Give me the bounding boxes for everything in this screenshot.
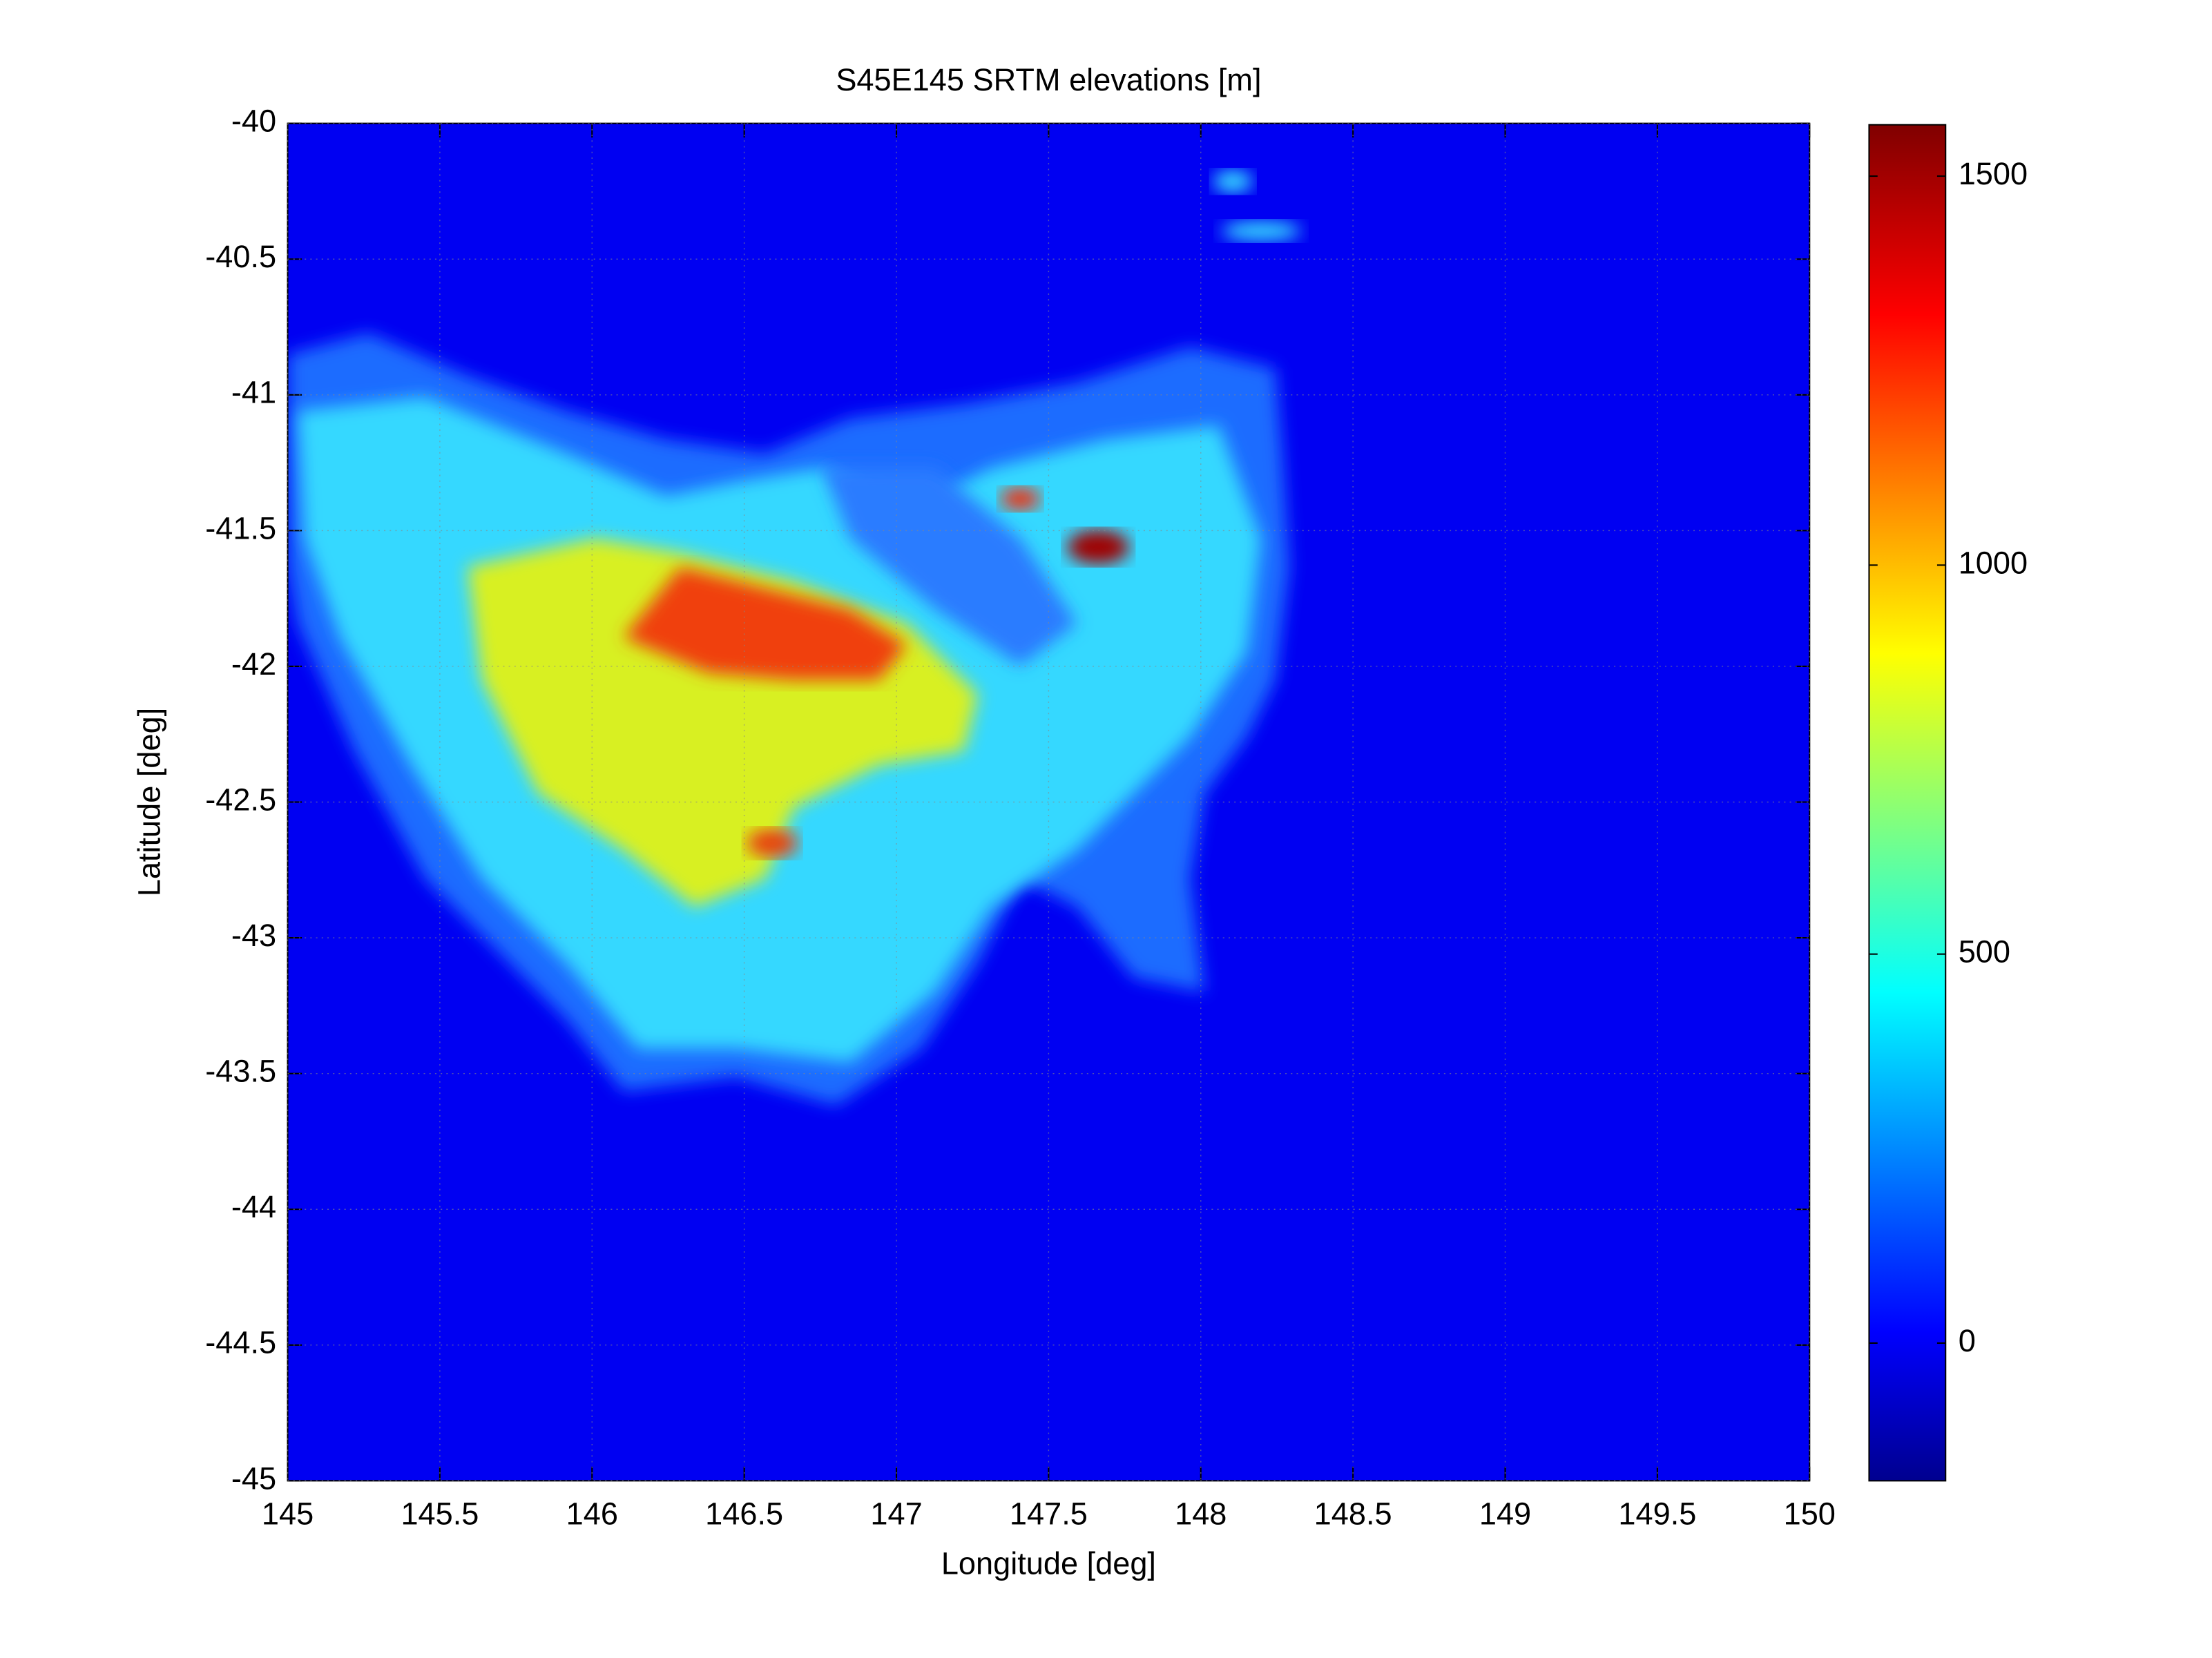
- y-axis-label: Latitude [deg]: [131, 708, 166, 896]
- x-tick-label: 146.5: [705, 1496, 783, 1532]
- y-tick-label: -44.5: [205, 1325, 276, 1360]
- island: [1221, 221, 1301, 241]
- y-tick-label: -45: [231, 1461, 276, 1496]
- colorbar-tick-label: 1500: [1959, 156, 2028, 191]
- land-valley: [822, 467, 1077, 666]
- x-tick-label: 145.5: [401, 1496, 479, 1532]
- colorbar-tick-label: 0: [1959, 1323, 1976, 1358]
- y-tick-label: -42.5: [205, 782, 276, 817]
- x-tick-label: 146: [566, 1496, 618, 1532]
- y-tick-label: -43: [231, 918, 276, 953]
- land-peak-ne2: [1000, 487, 1041, 510]
- y-tick-label: -41: [231, 375, 276, 410]
- colorbar-tick-label: 1000: [1959, 545, 2028, 580]
- land-peak-s: [747, 829, 798, 858]
- land-peak-ne: [1067, 530, 1130, 564]
- colorbar: [1868, 124, 1947, 1482]
- land-peak: [623, 566, 907, 681]
- x-tick-label: 147: [870, 1496, 922, 1532]
- island: [1213, 170, 1253, 193]
- x-tick-label: 148.5: [1314, 1496, 1392, 1532]
- y-tick-label: -42: [231, 646, 276, 682]
- y-tick-label: -40.5: [205, 239, 276, 274]
- chart-title: S45E145 SRTM elevations [m]: [836, 62, 1261, 97]
- x-axis-label: Longitude [deg]: [941, 1545, 1156, 1581]
- x-tick-label: 148: [1175, 1496, 1227, 1532]
- y-tick-label: -40: [231, 104, 276, 139]
- y-tick-label: -44: [231, 1189, 276, 1224]
- x-tick-label: 145: [262, 1496, 314, 1532]
- x-tick-label: 149.5: [1618, 1496, 1696, 1532]
- terrain: [287, 170, 1301, 1106]
- x-tick-label: 150: [1784, 1496, 1836, 1532]
- y-tick-label: -41.5: [205, 510, 276, 546]
- colorbar-tick-label: 500: [1959, 934, 2010, 970]
- x-tick-label: 147.5: [1010, 1496, 1088, 1532]
- y-tick-label: -43.5: [205, 1054, 276, 1089]
- x-tick-label: 149: [1479, 1496, 1531, 1532]
